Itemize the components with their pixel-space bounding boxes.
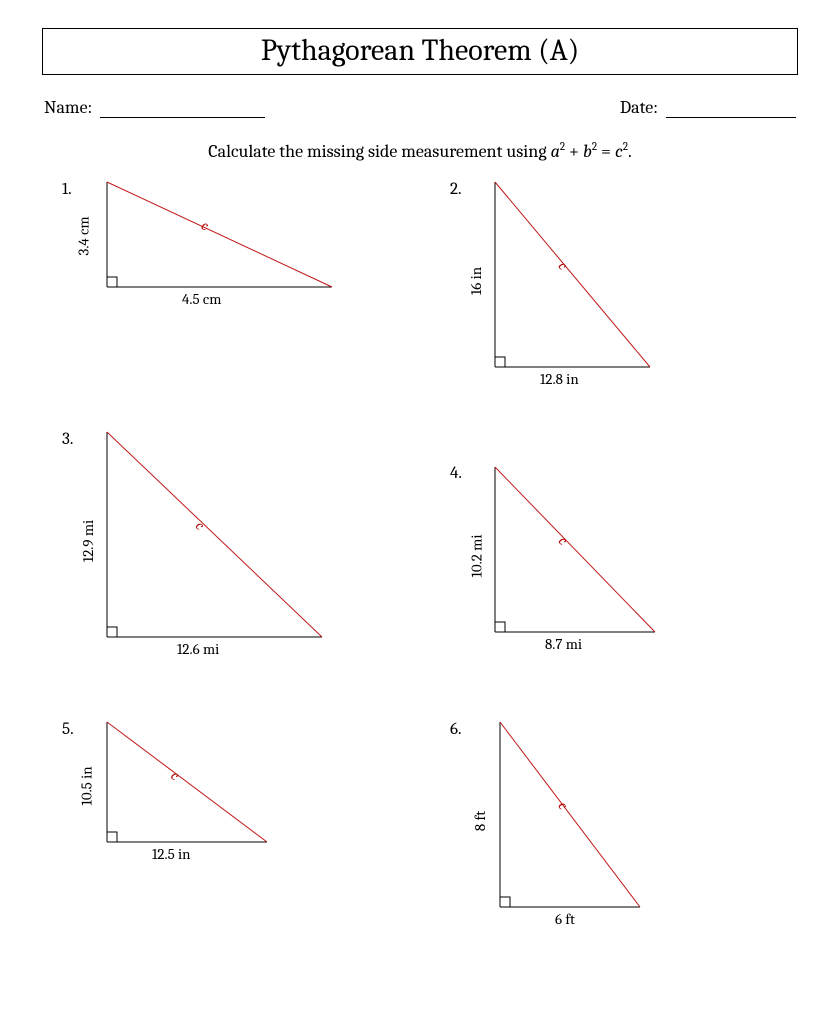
- worksheet-title-box: Pythagorean Theorem (A): [42, 28, 798, 75]
- hypotenuse: [107, 722, 267, 842]
- formula-c: c: [615, 141, 623, 162]
- problem-number: 1.: [62, 180, 72, 199]
- hypotenuse: [107, 182, 332, 287]
- problems-grid: 1.3.4 cm4.5 cmc2.16 in12.8 inc3.12.9 mi1…: [42, 172, 798, 942]
- name-field: Name:: [44, 97, 265, 118]
- right-angle-icon: [495, 357, 505, 367]
- right-angle-icon: [107, 832, 117, 842]
- triangle-wrap: 16 in12.8 inc: [460, 172, 660, 382]
- problem-3: 3.12.9 mi12.6 mic: [42, 422, 410, 712]
- triangle-wrap: 10.5 in12.5 inc: [72, 712, 282, 857]
- problem-1: 1.3.4 cm4.5 cmc: [42, 172, 410, 422]
- instruction-text: Calculate the missing side measurement u…: [42, 140, 798, 162]
- formula-a: a: [551, 141, 560, 162]
- problem-number: 6.: [450, 720, 462, 739]
- right-angle-icon: [107, 277, 117, 287]
- formula-plus: +: [565, 141, 583, 162]
- hypotenuse: [500, 722, 640, 907]
- vertical-side-label: 16 in: [467, 267, 485, 295]
- formula-eq: =: [597, 141, 615, 162]
- triangle-wrap: 8 ft6 ftc: [465, 712, 655, 922]
- triangle-svg: [72, 712, 282, 857]
- hypotenuse: [495, 467, 655, 632]
- right-angle-icon: [495, 622, 505, 632]
- horizontal-side-label: 12.8 in: [540, 370, 579, 388]
- horizontal-side-label: 12.6 mi: [177, 640, 219, 658]
- triangle-wrap: 3.4 cm4.5 cmc: [72, 172, 342, 307]
- triangle-svg: [460, 172, 660, 382]
- horizontal-side-label: 6 ft: [555, 910, 575, 928]
- vertical-side-label: 8 ft: [471, 811, 489, 831]
- field-row: Name: Date:: [42, 97, 798, 118]
- problem-6: 6.8 ft6 ftc: [430, 712, 798, 942]
- horizontal-side-label: 12.5 in: [152, 845, 191, 863]
- hypotenuse: [495, 182, 650, 367]
- triangle-svg: [460, 457, 670, 647]
- name-label: Name:: [44, 97, 92, 118]
- vertical-side-label: 12.9 mi: [79, 520, 97, 562]
- right-angle-icon: [107, 627, 117, 637]
- date-line[interactable]: [666, 102, 796, 118]
- triangle-svg: [72, 172, 342, 307]
- horizontal-side-label: 4.5 cm: [182, 290, 221, 308]
- formula-b: b: [583, 141, 592, 162]
- problem-5: 5.10.5 in12.5 inc: [42, 712, 410, 942]
- worksheet-title: Pythagorean Theorem (A): [43, 33, 797, 68]
- formula-dot: .: [628, 141, 632, 162]
- triangle-wrap: 12.9 mi12.6 mic: [72, 422, 332, 652]
- hypotenuse: [107, 432, 322, 637]
- triangle-wrap: 10.2 mi8.7 mic: [460, 457, 670, 647]
- problem-4: 4.10.2 mi8.7 mic: [430, 422, 798, 712]
- name-line[interactable]: [100, 102, 265, 118]
- horizontal-side-label: 8.7 mi: [545, 635, 582, 653]
- date-label: Date:: [620, 97, 658, 118]
- vertical-side-label: 10.5 in: [78, 766, 96, 805]
- right-angle-icon: [500, 897, 510, 907]
- problem-2: 2.16 in12.8 inc: [430, 172, 798, 422]
- instruction-prefix: Calculate the missing side measurement u…: [208, 141, 550, 162]
- triangle-svg: [465, 712, 655, 922]
- triangle-svg: [72, 422, 332, 652]
- vertical-side-label: 3.4 cm: [75, 216, 93, 255]
- date-field: Date:: [620, 97, 796, 118]
- vertical-side-label: 10.2 mi: [468, 534, 486, 577]
